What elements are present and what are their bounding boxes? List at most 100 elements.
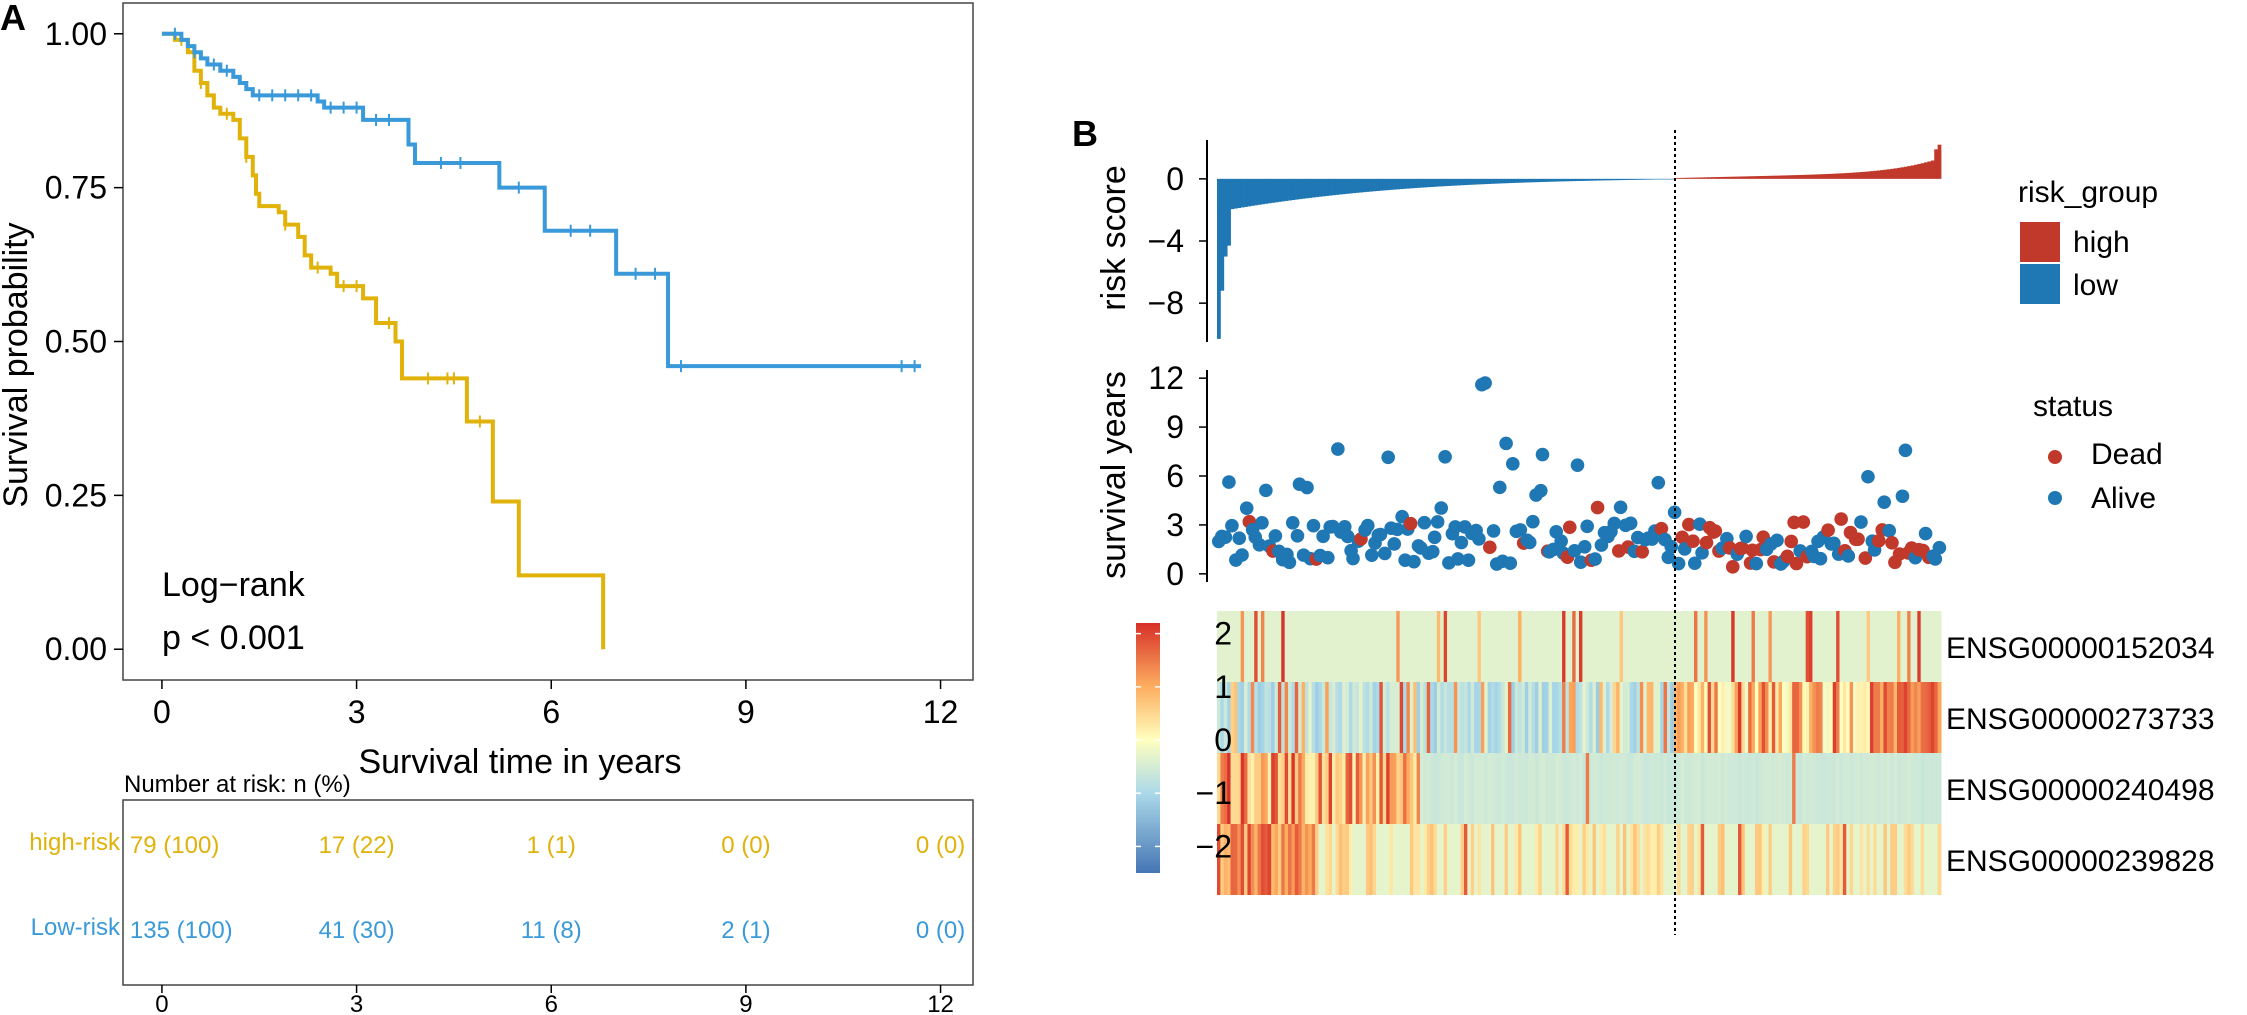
heatmap-cell (1724, 753, 1729, 824)
heatmap-cell (1717, 611, 1722, 682)
heatmap-cell (1555, 682, 1560, 753)
heatmap-cell (1491, 682, 1495, 753)
risk-score-bar (1386, 178, 1390, 191)
heatmap-cell (1321, 611, 1326, 682)
heatmap-cell (1528, 682, 1533, 753)
heatmap-cell (1677, 611, 1681, 682)
heatmap-cell (1758, 753, 1763, 824)
heatmap-cell (1721, 753, 1725, 824)
heatmap-cell (1660, 824, 1665, 895)
heatmap-cell (1805, 611, 1810, 682)
heatmap-cell (1565, 753, 1570, 824)
risk-score-bar (1785, 175, 1790, 179)
km-ytick-label: 0.25 (45, 477, 107, 513)
risk-table-cell: 0 (0) (721, 832, 770, 859)
risk-score-bar (1883, 169, 1888, 179)
heatmap-cell (1233, 611, 1238, 682)
heatmap-cell (1595, 682, 1600, 753)
risk-table-cell: 41 (30) (319, 917, 395, 944)
heatmap-cell (1558, 753, 1563, 824)
heatmap-cell (1924, 682, 1928, 753)
legend-dot-alive (2048, 491, 2062, 505)
risk-score-bar (1859, 172, 1864, 179)
heatmap-cell (1913, 753, 1918, 824)
heatmap-cell (1700, 611, 1705, 682)
risk-score-bar (1514, 178, 1519, 183)
survival-point-dead (1675, 530, 1690, 545)
heatmap-cell (1487, 611, 1492, 682)
heatmap-cell (1697, 753, 1702, 824)
km-ytick-label: 0.50 (45, 324, 107, 360)
risk-score-bar (1869, 171, 1874, 179)
heatmap-cell (1622, 753, 1627, 824)
heatmap-gene-label: ENSG00000273733 (1946, 703, 2215, 736)
survival-point-alive (1492, 480, 1507, 495)
heatmap-cell (1298, 753, 1303, 824)
heatmap-cell (1345, 611, 1350, 682)
heatmap-cell (1426, 824, 1431, 895)
risk-score-bar (1758, 176, 1763, 179)
heatmap-cell (1244, 753, 1248, 824)
heatmap-cell (1274, 753, 1279, 824)
heatmap-cell (1406, 824, 1411, 895)
panel-letter-a: A (0, 0, 26, 38)
heatmap-cell (1636, 824, 1641, 895)
survival-point-alive (1932, 540, 1947, 555)
heatmap-cell (1230, 824, 1235, 895)
heatmap-cell (1389, 824, 1394, 895)
heatmap-cell (1643, 824, 1648, 895)
heatmap-cell (1548, 682, 1553, 753)
heatmap-cell (1450, 824, 1455, 895)
heatmap-cell (1917, 682, 1922, 753)
risk-score-bar (1748, 176, 1752, 179)
heatmap-cell (1609, 611, 1614, 682)
heatmap-cell (1548, 753, 1553, 824)
risk-score-bar (1460, 178, 1465, 186)
heatmap-cell (1666, 611, 1671, 682)
heatmap-cell (1890, 682, 1895, 753)
heatmap-cell (1700, 824, 1705, 895)
heatmap-cell (1562, 824, 1566, 895)
heatmap-cell (1528, 611, 1533, 682)
heatmap-cell (1897, 682, 1901, 753)
heatmap-cell (1244, 611, 1248, 682)
heatmap-cell (1704, 824, 1709, 895)
heatmap-cell (1839, 824, 1844, 895)
heatmap-cell (1710, 753, 1715, 824)
risk-score-bar (1504, 178, 1509, 184)
risk-score-bar (1369, 178, 1374, 192)
heatmap-cell (1335, 682, 1340, 753)
heatmap-cell (1565, 682, 1570, 753)
survival-point-alive (1316, 529, 1330, 544)
heatmap-cell (1359, 753, 1363, 824)
survival-point-alive (1225, 518, 1239, 533)
risk-table-cell: 11 (8) (521, 917, 582, 944)
survival-point-alive (1407, 554, 1421, 569)
heatmap-cell (1907, 682, 1912, 753)
heatmap-cell (1480, 611, 1485, 682)
risk-score-bar (1585, 178, 1590, 181)
risk-score-bar (1457, 178, 1461, 186)
heatmap-cell (1616, 611, 1621, 682)
risk-score-bar (1298, 178, 1302, 200)
heatmap-cell (1551, 611, 1556, 682)
heatmap-cell (1403, 682, 1407, 753)
heatmap-cell (1612, 824, 1617, 895)
heatmap-cell (1714, 753, 1719, 824)
heatmap-cell (1680, 824, 1685, 895)
risk-score-bar (1301, 178, 1306, 199)
heatmap-cell (1413, 682, 1418, 753)
heatmap-cell (1518, 824, 1522, 895)
heatmap-cell (1382, 682, 1387, 753)
heatmap-cell (1754, 611, 1759, 682)
heatmap-cell (1487, 824, 1492, 895)
heatmap-cell (1920, 611, 1925, 682)
survival-point-alive (1472, 532, 1486, 546)
heatmap-cell (1545, 611, 1550, 682)
risk-score-bar (1660, 178, 1664, 180)
heatmap-cell (1910, 824, 1915, 895)
risk-score-bar (1545, 178, 1549, 182)
heatmap-cell (1666, 682, 1671, 753)
legend-dot-dead (2048, 450, 2062, 464)
survival-point-alive (1813, 551, 1828, 566)
